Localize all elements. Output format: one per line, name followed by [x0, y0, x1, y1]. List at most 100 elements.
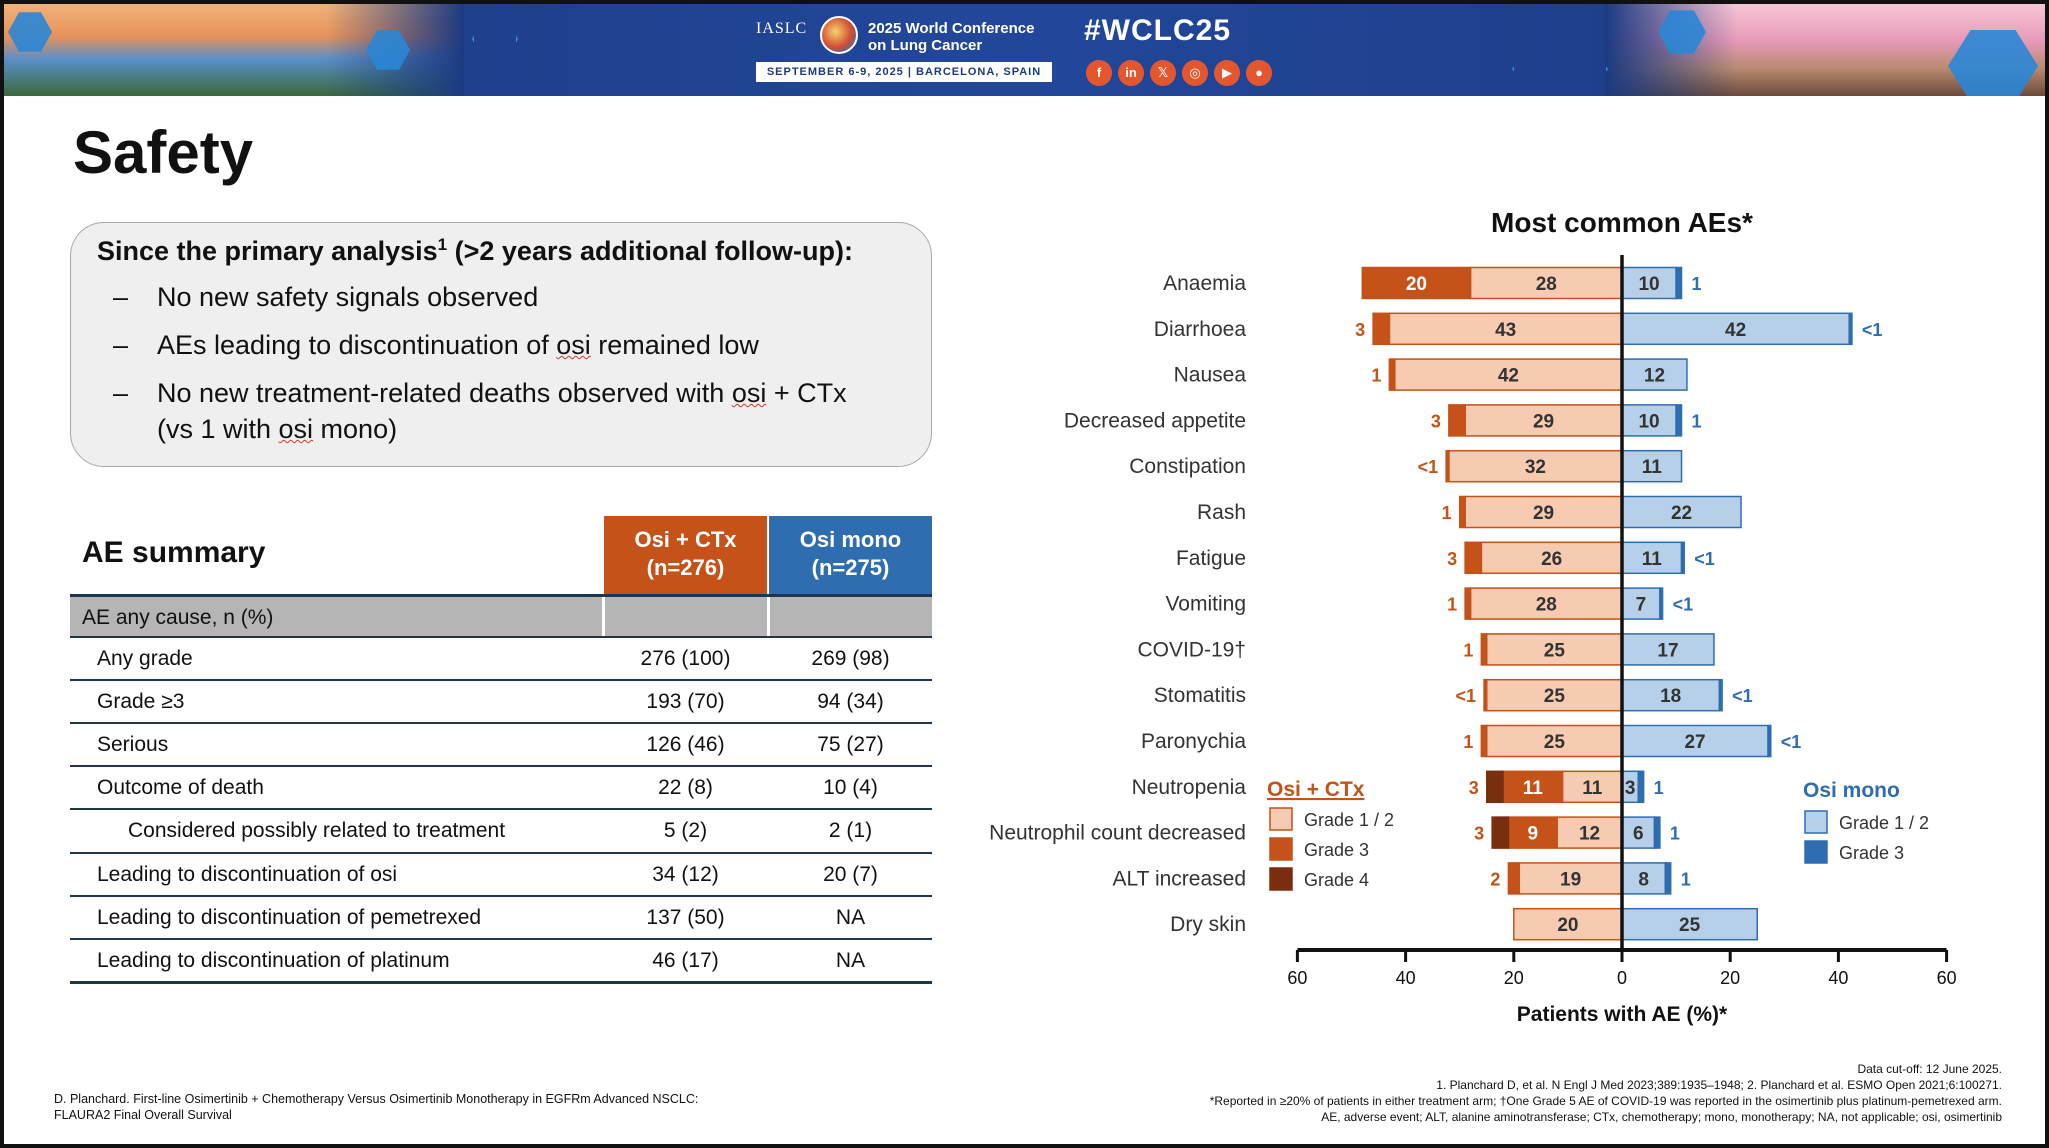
conference-name: 2025 World Conference on Lung Cancer — [868, 20, 1058, 54]
column-separator — [767, 597, 770, 636]
bar-osi-ctx-grade4 — [1491, 816, 1510, 849]
cell-osi-mono: 2 (1) — [828, 819, 873, 843]
instagram-icon[interactable]: ◎ — [1182, 60, 1208, 86]
bar-osi-mono-grade3 — [1659, 587, 1664, 620]
bar-osi-ctx-grade3 — [1502, 770, 1564, 804]
bar-osi-mono-grade3 — [1637, 770, 1645, 804]
data-label-osi-ctx-grade12: 25 — [1544, 732, 1566, 753]
legend-label-osi-ctx: Grade 1 / 2 — [1304, 810, 1394, 830]
bullet-text-abbrev: osi — [731, 378, 767, 408]
bullet-text-part: AEs leading to discontinuation of — [157, 330, 557, 360]
footnote-line: Data cut-off: 12 June 2025. — [1857, 1062, 2002, 1076]
table-bottom-rule — [70, 981, 932, 984]
data-label-osi-mono-grade12: 11 — [1642, 457, 1663, 478]
data-label-osi-mono-grade3: <1 — [1673, 595, 1694, 615]
data-label-osi-mono-grade12: 10 — [1638, 411, 1659, 432]
data-label-osi-ctx-grade3: 11 — [1523, 778, 1544, 799]
social-links: f in 𝕏 ◎ ▶ ● — [1086, 60, 1272, 86]
data-label-osi-ctx-grade12: 28 — [1536, 595, 1557, 616]
data-label-osi-ctx-grade34: <1 — [1456, 686, 1477, 706]
wechat-icon[interactable]: ● — [1246, 60, 1272, 86]
conference-banner: IASLC 2025 World Conference on Lung Canc… — [4, 4, 2045, 96]
data-label-osi-mono-grade12: 12 — [1644, 366, 1665, 387]
category-label: Dry skin — [1170, 913, 1246, 936]
cell-osi-ctx: 137 (50) — [646, 905, 725, 929]
x-icon[interactable]: 𝕏 — [1150, 60, 1176, 86]
conference-logo: IASLC 2025 World Conference on Lung Canc… — [756, 16, 1052, 84]
ae-section-label: AE any cause, n (%) — [82, 606, 274, 629]
data-label-osi-ctx-grade34: 1 — [1463, 732, 1473, 752]
bar-osi-ctx-grade3 — [1507, 816, 1558, 849]
legend-swatch-osi-ctx — [1269, 807, 1293, 831]
row-label: Leading to discontinuation of platinum — [97, 948, 450, 972]
cell-osi-mono: 75 (27) — [817, 733, 884, 757]
table-row: Leading to discontinuation of pemetrexed… — [70, 894, 932, 938]
bar-osi-ctx-grade3 — [1480, 633, 1488, 666]
column-header-line: Osi + CTx — [634, 527, 737, 552]
data-label-osi-ctx-grade12: 12 — [1579, 824, 1600, 845]
legend-swatch-osi-mono — [1804, 810, 1828, 834]
bar-osi-mono-grade12 — [1621, 724, 1769, 758]
bar-osi-mono-grade12 — [1621, 678, 1721, 712]
data-label-osi-ctx-grade34: 3 — [1431, 411, 1441, 431]
bar-osi-mono-grade3 — [1767, 724, 1772, 758]
conference-name-line2: on Lung Cancer — [868, 37, 983, 54]
category-label: Decreased appetite — [1064, 409, 1246, 432]
bar-osi-ctx-grade3 — [1458, 495, 1466, 529]
linkedin-icon[interactable]: in — [1118, 60, 1144, 86]
legend-title-osi-ctx: Osi + CTx — [1267, 778, 1365, 801]
bullet-dash: – — [113, 330, 129, 360]
bar-osi-mono-grade12 — [1621, 266, 1677, 300]
bullet-text-abbrev: osi — [556, 330, 591, 360]
x-tick-label: 40 — [1396, 968, 1416, 988]
data-label-osi-mono-grade12: 8 — [1638, 869, 1649, 890]
bar-osi-ctx-grade12 — [1394, 358, 1623, 391]
category-label: COVID-19† — [1137, 638, 1246, 661]
bar-osi-ctx-grade12 — [1513, 907, 1623, 941]
conference-dates: SEPTEMBER 6-9, 2025 | BARCELONA, SPAIN — [756, 62, 1052, 82]
legend-title-osi-mono: Osi mono — [1803, 779, 1900, 802]
bar-osi-mono-grade3 — [1680, 541, 1685, 575]
follow-up-callout: Since the primary analysis1 (>2 years ad… — [70, 222, 932, 467]
data-label-osi-mono-grade3: 1 — [1681, 869, 1691, 889]
x-tick-label: 60 — [1287, 968, 1307, 988]
bar-osi-mono-grade3 — [1718, 678, 1723, 712]
ae-summary-title: AE summary — [82, 536, 266, 569]
data-label-osi-mono-grade12: 6 — [1633, 824, 1644, 845]
hexagon-decoration — [366, 30, 410, 70]
bar-osi-ctx-grade3 — [1483, 678, 1488, 712]
data-label-osi-ctx-grade34: 1 — [1463, 640, 1473, 660]
bar-osi-ctx-grade3 — [1480, 724, 1488, 758]
footnote-line: AE, adverse event; ALT, alanine aminotra… — [1321, 1110, 2002, 1124]
bar-osi-mono-grade3 — [1653, 816, 1661, 849]
legend-label-osi-mono: Grade 3 — [1839, 843, 1904, 863]
bar-osi-mono-grade12 — [1621, 816, 1656, 849]
bar-osi-ctx-grade3 — [1507, 862, 1520, 895]
table-row: Considered possibly related to treatment… — [70, 808, 932, 851]
bullet-text-part: remained low — [590, 330, 759, 360]
data-label-osi-ctx-grade3: 20 — [1406, 274, 1427, 295]
bar-osi-ctx-grade3 — [1464, 587, 1472, 620]
bar-osi-ctx-grade12 — [1448, 449, 1623, 483]
cell-osi-mono: NA — [835, 905, 866, 929]
data-label-osi-mono-grade12: 42 — [1725, 320, 1746, 341]
chart-title: Most common AEs* — [1491, 207, 1753, 238]
column-header-osi-ctx: Osi + CTx (n=276) — [604, 516, 767, 594]
youtube-icon[interactable]: ▶ — [1214, 60, 1240, 86]
footnotes: Data cut-off: 12 June 2025. 1. Planchard… — [1002, 1061, 2002, 1125]
bullet-text: No new safety signals observed — [157, 279, 957, 315]
page-title: Safety — [73, 119, 254, 186]
bar-osi-ctx-grade3 — [1388, 358, 1396, 391]
cell-osi-ctx: 276 (100) — [640, 647, 731, 670]
x-tick-label: 20 — [1720, 968, 1740, 988]
data-label-osi-ctx-grade34: 1 — [1371, 366, 1381, 386]
data-label-osi-ctx-grade34: 1 — [1442, 503, 1452, 523]
presentation-citation: D. Planchard. First-line Osimertinib + C… — [54, 1091, 774, 1123]
bar-osi-ctx-grade12 — [1464, 495, 1623, 529]
bar-osi-ctx-grade12 — [1469, 266, 1623, 300]
bar-osi-mono-grade3 — [1848, 312, 1853, 346]
data-label-osi-ctx-grade12: 20 — [1557, 915, 1578, 936]
data-label-osi-ctx-grade12: 29 — [1533, 503, 1554, 524]
facebook-icon[interactable]: f — [1086, 60, 1112, 86]
